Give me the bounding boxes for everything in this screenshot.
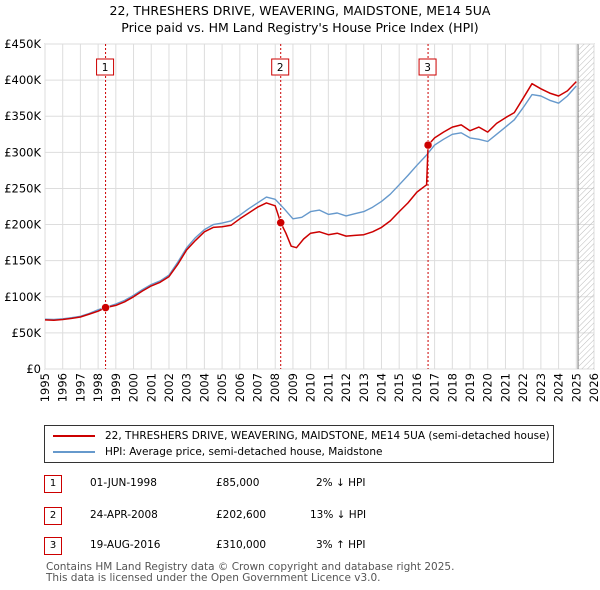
x-tick-label: 2011 (321, 373, 335, 402)
transaction-marker (101, 303, 110, 312)
x-tick-label: 2025 (569, 373, 583, 402)
property-price-line (44, 81, 577, 322)
future-hatch-area (578, 44, 594, 369)
x-tick-label: 2002 (162, 373, 176, 402)
legend-label-hpi: HPI: Average price, semi-detached house,… (105, 446, 383, 458)
transaction-date: 24-APR-2008 (90, 509, 158, 521)
chart-subtitle: Price paid vs. HM Land Registry's House … (121, 20, 479, 35)
x-tick-label: 2010 (304, 373, 318, 402)
transaction-badge: 1 (44, 475, 62, 493)
transaction-marker (276, 218, 285, 227)
x-tick-label: 2019 (463, 373, 477, 402)
x-tick-label: 2017 (428, 373, 442, 402)
x-tick-label: 1998 (91, 373, 105, 402)
transaction-badge: 2 (44, 507, 62, 525)
x-tick-label: 2012 (339, 373, 353, 402)
x-tick-label: 2024 (552, 373, 566, 402)
x-tick-label: 2006 (233, 373, 247, 402)
series (44, 81, 577, 322)
transaction-hpi: 3% ↑ HPI (316, 539, 366, 551)
transaction-box-label: 3 (424, 62, 431, 74)
x-tick-label: 2016 (410, 373, 424, 402)
x-tick-label: 2008 (268, 373, 282, 402)
x-tick-label: 2023 (534, 373, 548, 402)
transaction-box (418, 58, 437, 76)
y-tick-label: £300K (4, 145, 41, 159)
y-tick-label: £150K (4, 254, 41, 268)
x-tick-label: 2015 (392, 373, 406, 402)
legend-swatch-hpi (53, 451, 95, 453)
transaction-markers (101, 140, 433, 312)
legend-item-hpi: HPI: Average price, semi-detached house,… (53, 446, 382, 458)
plot-area (44, 43, 595, 370)
transaction-row: 2 24-APR-2008 £202,600 13% ↓ HPI (44, 507, 584, 525)
x-tick-label: 2007 (251, 373, 265, 402)
y-tick-label: £100K (4, 290, 41, 304)
x-tick-label: 2022 (516, 373, 530, 402)
transaction-price: £202,600 (216, 509, 267, 521)
x-tick-label: 2005 (215, 373, 229, 402)
grid (44, 43, 595, 370)
transaction-row: 1 01-JUN-1998 £85,000 2% ↓ HPI (44, 475, 584, 493)
transaction-badge: 3 (44, 537, 62, 555)
x-tick-label: 2026 (587, 373, 600, 402)
legend-label-property: 22, THRESHERS DRIVE, WEAVERING, MAIDSTON… (105, 430, 550, 442)
y-tick-label: £450K (4, 37, 41, 51)
x-tick-label: 2000 (127, 373, 141, 402)
transaction-hpi: 13% ↓ HPI (310, 509, 367, 521)
transaction-box-label: 1 (102, 62, 109, 74)
transaction-price: £310,000 (216, 539, 267, 551)
transaction-box (96, 58, 115, 76)
legend: 22, THRESHERS DRIVE, WEAVERING, MAIDSTON… (44, 425, 554, 463)
transaction-hpi: 2% ↓ HPI (316, 477, 366, 489)
legend-item-property: 22, THRESHERS DRIVE, WEAVERING, MAIDSTON… (53, 430, 550, 442)
x-tick-label: 1996 (56, 373, 70, 402)
x-tick-label: 2004 (197, 373, 211, 402)
y-tick-label: £350K (4, 109, 41, 123)
transaction-lines: 1 2 3 (96, 44, 437, 369)
x-tick-label: 1997 (73, 373, 87, 402)
x-tick-label: 2021 (498, 373, 512, 402)
legend-swatch-property (53, 435, 95, 437)
y-tick-label: £0 (26, 362, 41, 376)
x-tick-label: 2014 (374, 373, 388, 402)
transaction-date: 19-AUG-2016 (90, 539, 161, 551)
footer-copyright: Contains HM Land Registry data © Crown c… (46, 561, 455, 573)
x-tick-label: 2020 (481, 373, 495, 402)
footer-license: This data is licensed under the Open Gov… (46, 572, 381, 584)
x-tick-label: 2009 (286, 373, 300, 402)
transaction-date: 01-JUN-1998 (90, 477, 157, 489)
chart-title: 22, THRESHERS DRIVE, WEAVERING, MAIDSTON… (109, 3, 491, 18)
transaction-row: 3 19-AUG-2016 £310,000 3% ↑ HPI (44, 537, 584, 555)
y-tick-label: £250K (4, 181, 41, 195)
x-tick-label: 1995 (38, 373, 52, 402)
x-tick-label: 2013 (357, 373, 371, 402)
y-tick-label: £400K (4, 73, 41, 87)
transaction-box-label: 2 (277, 62, 284, 74)
x-tick-label: 2001 (144, 373, 158, 402)
hpi-line (44, 85, 577, 321)
price-chart: £0 £50K £100K £150K £200K £250K £300K £350K £400… (4, 37, 600, 402)
transaction-price: £85,000 (216, 477, 260, 489)
transaction-marker (423, 140, 433, 150)
x-tick-label: 2003 (180, 373, 194, 402)
axes: £0 £50K £100K £150K £200K £250K £300K £350K £400… (4, 37, 600, 402)
x-tick-label: 2018 (445, 373, 459, 402)
transaction-box (271, 58, 290, 76)
x-tick-label: 1999 (109, 373, 123, 402)
y-tick-label: £50K (12, 326, 42, 340)
y-tick-label: £200K (4, 218, 41, 232)
